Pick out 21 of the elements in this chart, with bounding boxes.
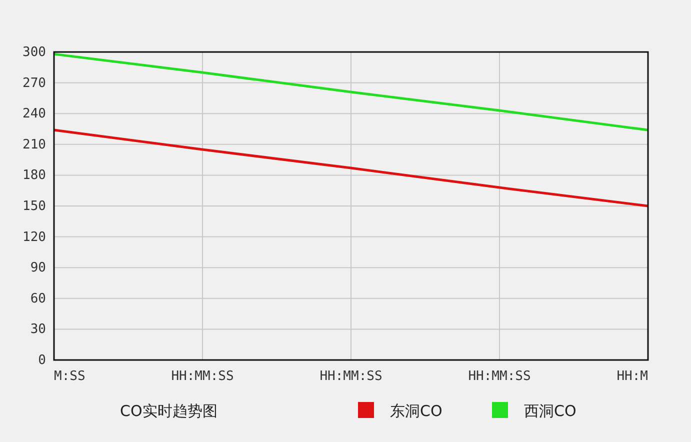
x-tick-label: HH:MM:SS [171, 369, 234, 384]
y-tick-label: 0 [38, 353, 46, 368]
x-tick-label: HH:MM:SS [320, 369, 382, 384]
y-tick-label: 300 [22, 45, 46, 60]
y-tick-label: 30 [30, 322, 46, 338]
x-tick-label: M:SS [54, 369, 86, 384]
line-series [52, 128, 650, 208]
line-series [52, 52, 650, 132]
y-tick-label: 240 [22, 106, 46, 122]
y-tick-label: 60 [30, 291, 46, 306]
legend-label: 东洞CO [390, 402, 442, 420]
y-tick-label: 270 [22, 76, 46, 91]
x-tick-label: HH:M [616, 369, 648, 384]
x-tick-label: HH:MM:SS [468, 369, 531, 384]
y-tick-label: 120 [22, 230, 46, 245]
y-tick-label: 180 [22, 168, 46, 184]
legend-label: 西洞CO [524, 402, 576, 420]
y-tick-label: 150 [22, 199, 46, 214]
y-tick-label: 210 [22, 137, 46, 152]
y-tick-label: 90 [30, 260, 46, 276]
text: CO实时趋势图 [120, 402, 218, 420]
